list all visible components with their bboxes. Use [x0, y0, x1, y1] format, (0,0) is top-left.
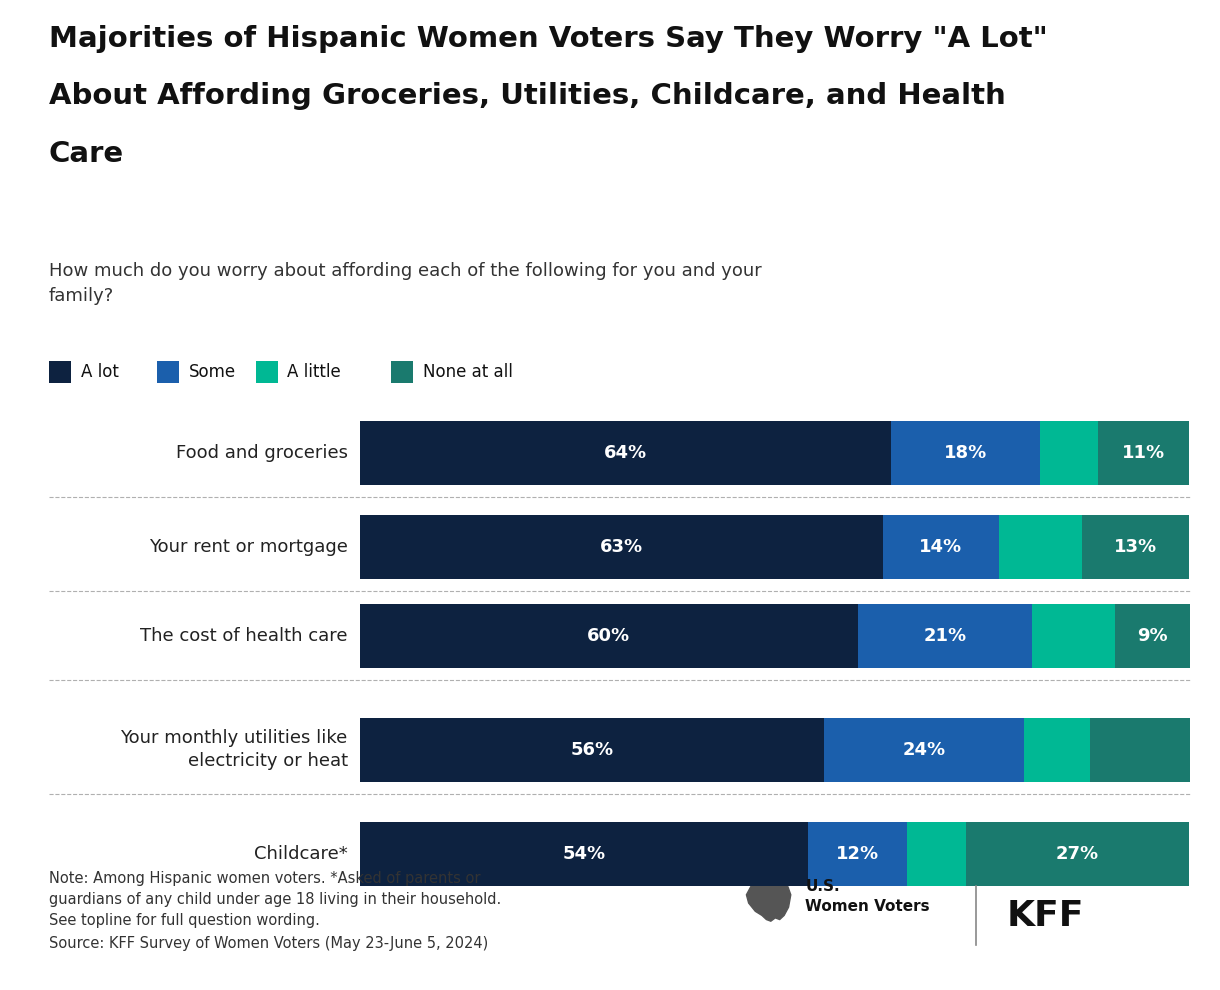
Text: 63%: 63%	[600, 538, 643, 556]
Text: 12%: 12%	[836, 844, 880, 863]
Text: 56%: 56%	[571, 741, 614, 759]
Text: Some: Some	[188, 363, 235, 381]
Text: 60%: 60%	[587, 627, 631, 645]
Text: About Affording Groceries, Utilities, Childcare, and Health: About Affording Groceries, Utilities, Ch…	[49, 82, 1005, 110]
Text: 13%: 13%	[1114, 538, 1157, 556]
Text: 11%: 11%	[1122, 444, 1165, 462]
Text: None at all: None at all	[423, 363, 512, 381]
Text: Note: Among Hispanic women voters. *Asked of parents or
guardians of any child u: Note: Among Hispanic women voters. *Aske…	[49, 871, 501, 929]
Text: 14%: 14%	[919, 538, 963, 556]
Text: 18%: 18%	[944, 444, 987, 462]
Text: Women Voters: Women Voters	[805, 899, 930, 914]
Text: A little: A little	[288, 363, 342, 381]
Text: 27%: 27%	[1057, 844, 1099, 863]
Text: Food and groceries: Food and groceries	[176, 444, 348, 462]
Polygon shape	[747, 871, 791, 921]
Text: Care: Care	[49, 140, 124, 167]
Text: Childcare*: Childcare*	[254, 844, 348, 863]
Text: 9%: 9%	[1137, 627, 1168, 645]
Text: The cost of health care: The cost of health care	[140, 627, 348, 645]
Text: KFF: KFF	[1006, 899, 1085, 933]
Text: 64%: 64%	[604, 444, 647, 462]
Text: 21%: 21%	[924, 627, 966, 645]
Text: Your monthly utilities like
electricity or heat: Your monthly utilities like electricity …	[121, 730, 348, 770]
Text: Your rent or mortgage: Your rent or mortgage	[149, 538, 348, 556]
Text: Majorities of Hispanic Women Voters Say They Worry "A Lot": Majorities of Hispanic Women Voters Say …	[49, 25, 1048, 52]
Text: 54%: 54%	[562, 844, 605, 863]
Text: U.S.: U.S.	[805, 879, 839, 894]
Text: 24%: 24%	[903, 741, 946, 759]
Text: A lot: A lot	[81, 363, 118, 381]
Text: How much do you worry about affording each of the following for you and your
fam: How much do you worry about affording ea…	[49, 262, 761, 305]
Text: Source: KFF Survey of Women Voters (May 23-June 5, 2024): Source: KFF Survey of Women Voters (May …	[49, 936, 488, 950]
